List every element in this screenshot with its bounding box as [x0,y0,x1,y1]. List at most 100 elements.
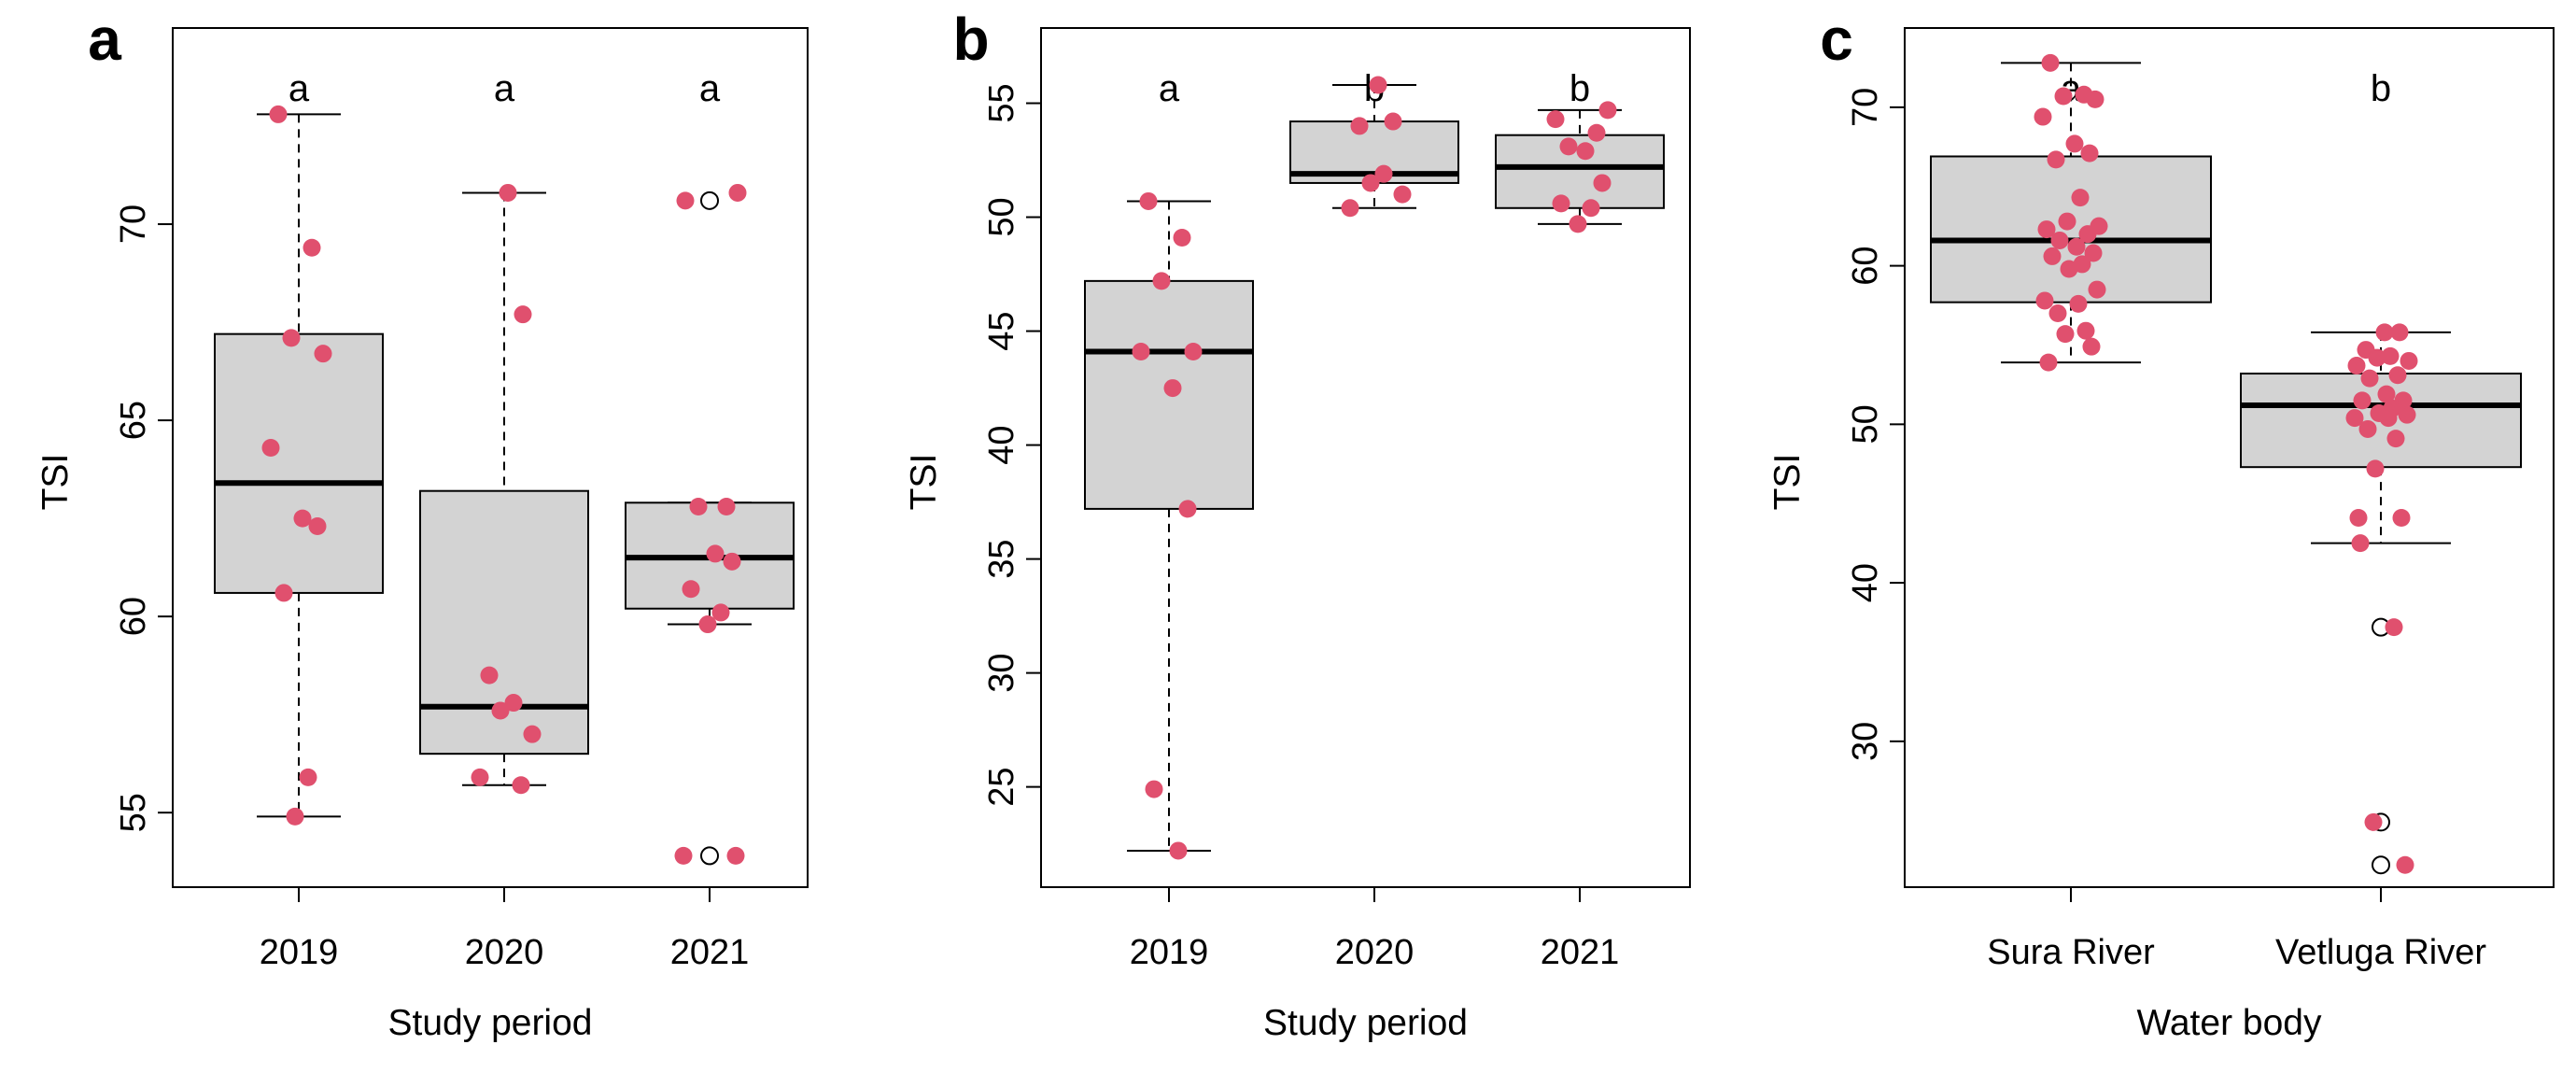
y-tick-label: 55 [114,793,153,832]
data-point [2345,409,2364,428]
data-point [2388,366,2407,385]
group-letter: a [494,68,515,109]
plot-frame [1904,27,2555,888]
data-point [1341,199,1359,218]
x-axis-title: Study period [388,1003,593,1043]
data-point [689,498,708,516]
data-point [1593,174,1612,192]
x-tick-label: 2019 [260,933,339,972]
data-point [2039,353,2058,372]
y-tick-label: 25 [982,767,1021,806]
panel-letter: c [1820,6,1853,73]
data-point [274,584,293,602]
panel-letter: b [952,6,989,73]
y-tick-label: 45 [982,311,1021,350]
outlier-point [700,191,719,210]
data-point [682,580,700,599]
y-tick-label: 30 [1846,722,1885,761]
data-point [1152,272,1171,290]
group-letter: b [1570,68,1590,109]
data-point [1369,76,1387,94]
plot-frame [1040,27,1691,888]
data-point [471,768,489,786]
data-point [1350,117,1369,135]
x-axis-title: Study period [1263,1003,1468,1043]
data-point [2360,369,2379,388]
y-tick-label: 70 [114,205,153,244]
data-point [2082,337,2101,356]
panel-letter: a [88,6,121,73]
y-tick-label: 35 [982,539,1021,578]
x-tick-label: 2021 [670,933,750,972]
x-tick-label: Vetluga River [2275,933,2486,972]
data-point [2381,346,2400,365]
data-point [308,517,327,536]
data-point [2048,304,2067,323]
outlier-point [700,846,719,866]
data-point [1582,199,1600,218]
data-point [514,305,532,324]
data-point [1546,110,1565,129]
data-point [676,191,695,210]
data-point [303,238,321,257]
data-point [2037,220,2056,239]
y-tick-label: 65 [114,401,153,440]
data-point [717,498,736,516]
data-point [1361,174,1380,192]
data-point [2067,237,2086,256]
y-tick-label: 50 [982,197,1021,236]
data-point [491,701,510,720]
group-letter: b [2371,68,2391,109]
data-point [723,552,741,571]
data-point [2054,87,2073,106]
data-point [2035,291,2054,310]
data-point [2375,323,2394,342]
plot-frame [172,27,809,888]
data-point [2379,409,2398,428]
data-point [2060,260,2078,278]
x-tick-label: 2020 [1335,933,1415,972]
y-tick-label: 55 [982,83,1021,122]
data-point [2058,212,2076,231]
data-point [2034,107,2052,126]
group-letter: a [1159,68,1180,109]
data-point [299,768,317,786]
data-point [2076,321,2095,340]
data-point [1163,379,1182,398]
box-iqr [214,332,384,594]
y-axis-title: TSI [1767,454,1808,511]
data-point [1598,101,1617,120]
data-point [512,776,530,795]
y-tick-label: 40 [982,425,1021,464]
data-point [261,438,280,457]
data-point [1552,194,1570,213]
data-point [2084,244,2103,262]
y-tick-label: 60 [114,597,153,636]
data-point [2080,144,2099,162]
data-point [282,329,301,347]
data-point [523,725,542,743]
data-point [1559,137,1578,156]
data-point [1169,841,1188,860]
data-point [1145,780,1163,798]
data-point [2043,247,2062,265]
y-tick-label: 30 [982,653,1021,692]
group-letter: a [289,68,310,109]
data-point [1576,142,1595,161]
group-letter: a [699,68,721,109]
data-point [2366,459,2385,478]
data-point [1393,185,1412,204]
data-point [2351,534,2370,553]
y-tick-label: 50 [1846,404,1885,444]
data-point [1587,123,1606,142]
data-point [726,846,745,865]
data-point [2368,348,2386,367]
data-point [1139,191,1158,210]
data-point [1374,164,1393,183]
data-point [2392,509,2411,528]
data-point [1384,112,1402,131]
data-point [2050,231,2069,249]
data-point [2078,225,2097,244]
data-point [2088,280,2106,299]
